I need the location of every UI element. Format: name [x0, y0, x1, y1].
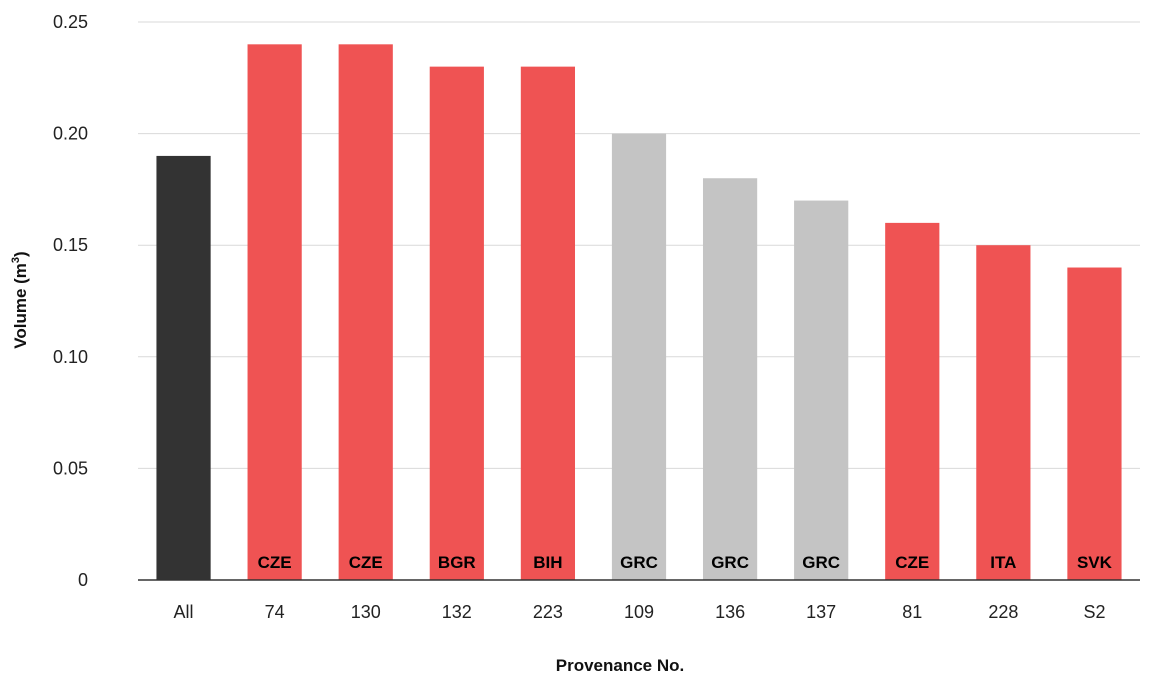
x-tick-label: 132	[442, 602, 472, 622]
y-axis-title-superscript: 3	[10, 257, 22, 263]
x-axis-title: Provenance No.	[556, 656, 685, 675]
y-axis-title-main: Volume (m	[11, 263, 30, 349]
bar-74	[247, 44, 302, 580]
y-axis-title: Volume (m3)	[10, 251, 30, 348]
bar-label: ITA	[990, 553, 1016, 572]
bar-81	[885, 222, 940, 580]
x-tick-label: 74	[265, 602, 285, 622]
x-tick-label: 136	[715, 602, 745, 622]
y-tick-label: 0.15	[53, 235, 88, 255]
bar-109	[611, 133, 667, 580]
bar-label: GRC	[711, 553, 749, 572]
bar-136	[702, 178, 758, 581]
y-tick-label: 0.20	[53, 124, 88, 144]
bar-223	[520, 66, 576, 580]
bar-137	[794, 200, 849, 580]
bar-All	[156, 155, 211, 581]
y-axis-ticks: 0 0.05 0.10 0.15 0.20 0.25	[53, 12, 88, 590]
y-tick-label: 0.25	[53, 12, 88, 32]
bar-labels: CZE CZE BGR BIH GRC GRC GRC CZE ITA SVK	[258, 553, 1113, 572]
x-tick-label: 109	[624, 602, 654, 622]
bar-132	[429, 66, 484, 580]
bar-S2	[1067, 267, 1122, 580]
bar-label: GRC	[802, 553, 840, 572]
x-tick-label: All	[174, 602, 194, 622]
x-tick-label: 130	[351, 602, 381, 622]
bar-130	[338, 44, 393, 580]
x-axis-ticks: All 74 130 132 223 109 136 137 81 228 S2	[174, 602, 1106, 622]
bar-label: CZE	[349, 553, 383, 572]
bar-label: BIH	[533, 553, 562, 572]
bars	[156, 44, 1122, 581]
y-tick-label: 0.10	[53, 347, 88, 367]
x-tick-label: 228	[988, 602, 1018, 622]
y-tick-label: 0	[78, 570, 88, 590]
x-tick-label: 81	[902, 602, 922, 622]
bar-label: GRC	[620, 553, 658, 572]
bar-label: CZE	[258, 553, 292, 572]
bar-228	[976, 245, 1031, 580]
x-tick-label: S2	[1083, 602, 1105, 622]
y-axis-title-close: )	[11, 251, 30, 257]
x-tick-label: 137	[806, 602, 836, 622]
y-tick-label: 0.05	[53, 458, 88, 478]
bar-label: BGR	[438, 553, 476, 572]
x-tick-label: 223	[533, 602, 563, 622]
bar-label: SVK	[1077, 553, 1113, 572]
bar-label: CZE	[895, 553, 929, 572]
